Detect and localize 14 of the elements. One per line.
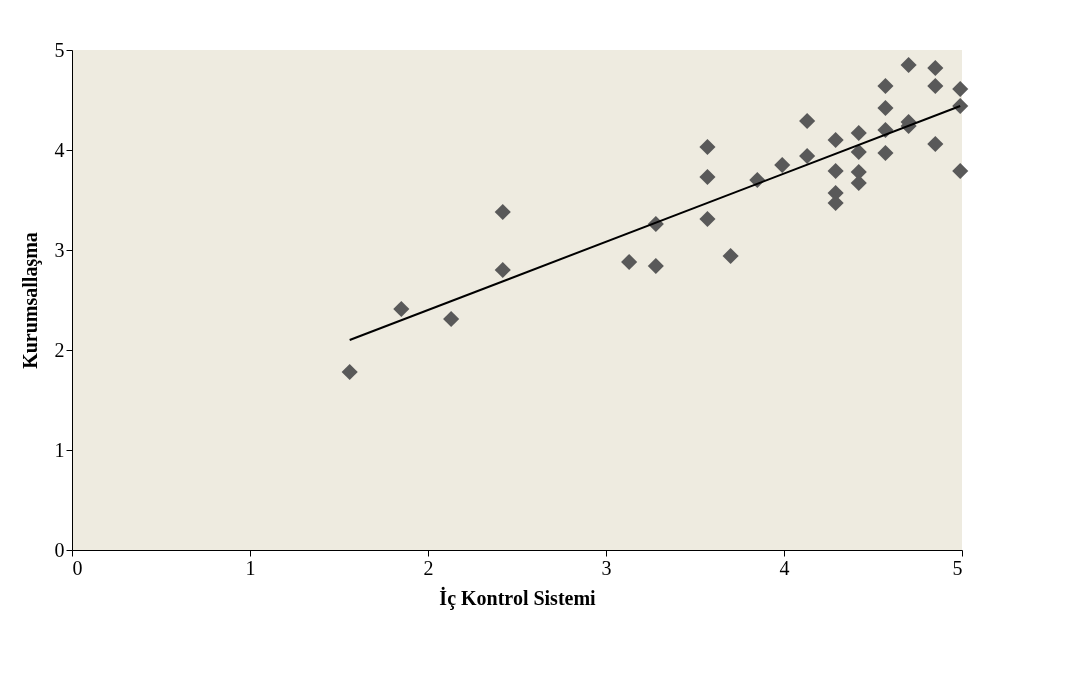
y-tick-label: 0 bbox=[54, 538, 65, 561]
x-axis-title: İç Kontrol Sistemi bbox=[439, 585, 597, 610]
x-tick-label: 5 bbox=[952, 556, 963, 579]
y-axis-title: Kurumsallaşma bbox=[18, 232, 42, 369]
y-tick-label: 5 bbox=[54, 38, 65, 61]
x-tick-label: 1 bbox=[245, 556, 256, 579]
x-tick-label: 3 bbox=[601, 556, 612, 579]
x-tick-label: 4 bbox=[779, 556, 790, 579]
y-tick-label: 1 bbox=[54, 438, 65, 461]
y-tick-label: 2 bbox=[54, 338, 65, 361]
y-tick-label: 4 bbox=[54, 138, 65, 161]
x-tick-label: 2 bbox=[423, 556, 434, 579]
x-tick-label: 0 bbox=[72, 556, 83, 579]
y-tick-label: 3 bbox=[54, 238, 65, 261]
